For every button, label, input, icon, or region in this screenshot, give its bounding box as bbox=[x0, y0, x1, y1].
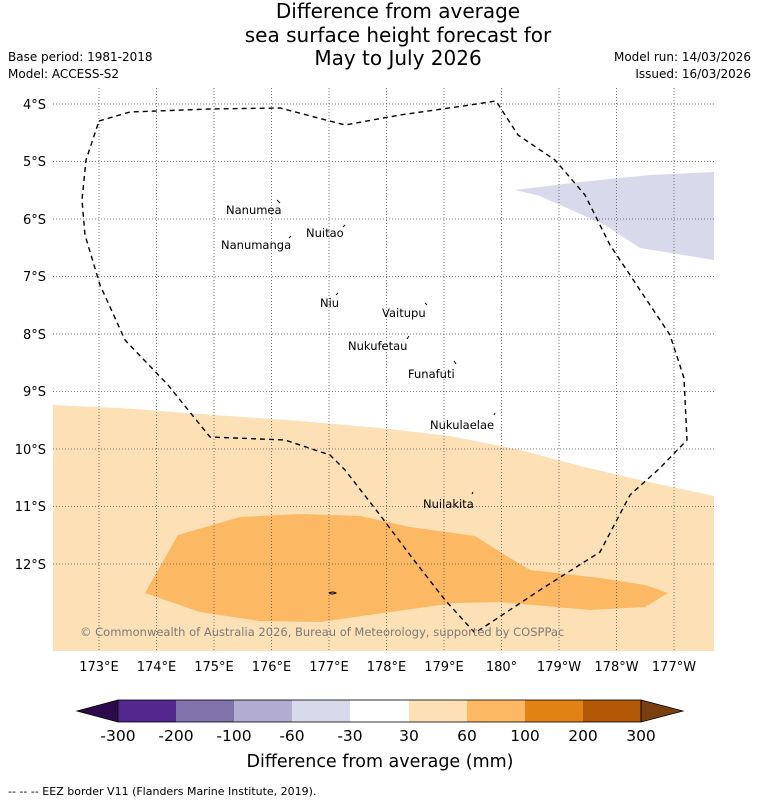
lon-label-179e: 179°E bbox=[424, 660, 464, 675]
lon-label-177e: 177°E bbox=[309, 660, 349, 675]
colorbar-outline bbox=[117, 699, 642, 723]
colorbar-cell-2 bbox=[176, 700, 234, 722]
copyright-notice: © Commonwealth of Australia 2026, Bureau… bbox=[80, 625, 564, 639]
title-line-3: May to July 2026 bbox=[314, 46, 482, 70]
colorbar-cell-1 bbox=[118, 700, 176, 722]
colorbar-tick-4: -60 bbox=[279, 727, 304, 745]
island-mark-funafuti bbox=[453, 360, 457, 365]
island-mark-nuilakita bbox=[471, 491, 474, 495]
lon-tick-labels: 173°E 174°E 175°E 176°E 177°E 178°E 179°… bbox=[79, 660, 696, 675]
lat-tick-labels: 4°S 5°S 6°S 7°S 8°S 9°S 10°S 11°S 12°S bbox=[15, 98, 46, 573]
base-period: Base period: 1981-2018 bbox=[8, 50, 153, 64]
meta-right: Model run: 14/03/2026 Issued: 16/03/2026 bbox=[614, 49, 751, 83]
colorbar-title: Difference from average (mm) bbox=[246, 752, 513, 772]
lon-label-180: 180° bbox=[486, 660, 517, 675]
island-label-nanumea: Nanumea bbox=[226, 203, 282, 217]
lon-label-178e: 178°E bbox=[367, 660, 407, 675]
colorbar-tick-7: 60 bbox=[457, 727, 477, 745]
lon-label-176e: 176°E bbox=[252, 660, 292, 675]
colorbar-tick-5: -30 bbox=[337, 727, 362, 745]
map-title: Difference from average sea surface heig… bbox=[0, 0, 758, 71]
lon-gridlines bbox=[98, 88, 675, 651]
island-mark-nukulaelae bbox=[493, 412, 496, 416]
lon-label-179w: 179°W bbox=[537, 660, 581, 675]
colorbar-tick-3: -100 bbox=[216, 727, 251, 745]
colorbar-cell-6 bbox=[409, 700, 467, 722]
lon-label-177w: 177°W bbox=[652, 660, 696, 675]
island-mark-nuitao bbox=[342, 224, 346, 228]
lat-label-7s: 7°S bbox=[23, 270, 46, 285]
lat-label-6s: 6°S bbox=[23, 213, 46, 228]
colorbar-tick-6: 30 bbox=[399, 727, 419, 745]
colorbar-tick-labels: -300 -200 -100 -60 -30 30 60 100 200 300 bbox=[100, 727, 655, 745]
meta-left: Base period: 1981-2018 Model: ACCESS-S2 bbox=[8, 49, 153, 83]
colorbar-tick-2: -200 bbox=[158, 727, 193, 745]
island-marks bbox=[276, 199, 496, 595]
title-line-1: Difference from average bbox=[275, 0, 521, 23]
island-label-nukulaelae: Nukulaelae bbox=[430, 418, 494, 432]
eez-legend-note: -- -- -- EEZ border V11 (Flanders Marine… bbox=[8, 785, 317, 798]
lat-label-4s: 4°S bbox=[23, 98, 46, 113]
colorbar-cell-7 bbox=[467, 700, 525, 722]
island-labels: Nanumea Nuitao Nanumanga Niu Vaitupu Nuk… bbox=[221, 203, 494, 511]
lon-label-175e: 175°E bbox=[194, 660, 234, 675]
issued-date: Issued: 16/03/2026 bbox=[635, 67, 751, 81]
island-mark-niu bbox=[335, 292, 339, 296]
lat-label-8s: 8°S bbox=[23, 328, 46, 343]
model-run: Model run: 14/03/2026 bbox=[613, 50, 751, 64]
island-label-nanumanga: Nanumanga bbox=[221, 238, 291, 252]
colorbar-tick-8: 100 bbox=[510, 727, 540, 745]
island-label-vaitupu: Vaitupu bbox=[382, 306, 426, 320]
lon-label-173e: 173°E bbox=[79, 660, 119, 675]
colorbar-cell-9 bbox=[583, 700, 641, 722]
anomaly-region-minus60-minus30 bbox=[515, 172, 714, 260]
colorbar-cell-8 bbox=[525, 700, 583, 722]
colorbar-tick-9: 200 bbox=[568, 727, 598, 745]
colorbar-tick-1: -300 bbox=[100, 727, 135, 745]
colorbar-cell-4 bbox=[292, 700, 350, 722]
island-mark-nanumanga bbox=[288, 235, 292, 239]
anomaly-region-60-100 bbox=[145, 514, 668, 622]
colorbar-cell-3 bbox=[234, 700, 292, 722]
island-label-niu: Niu bbox=[320, 296, 339, 310]
island-mark-nanumea bbox=[276, 199, 281, 204]
island-mark-nukufetau bbox=[406, 335, 410, 340]
colorbar-under-arrow bbox=[75, 699, 119, 723]
lat-label-11s: 11°S bbox=[15, 500, 46, 515]
island-label-nuitao: Nuitao bbox=[306, 226, 344, 240]
reef-mark bbox=[328, 591, 337, 595]
model-name: Model: ACCESS-S2 bbox=[8, 67, 120, 81]
lat-gridlines bbox=[53, 103, 714, 565]
eez-border bbox=[81, 100, 688, 634]
colorbar-over-arrow bbox=[640, 699, 685, 723]
lon-label-178w: 178°W bbox=[594, 660, 638, 675]
lat-label-12s: 12°S bbox=[15, 558, 46, 573]
colorbar: -300 -200 -100 -60 -30 30 60 100 200 300… bbox=[75, 699, 685, 772]
colorbar-tick-10: 300 bbox=[626, 727, 656, 745]
island-label-nuilakita: Nuilakita bbox=[423, 497, 474, 511]
title-line-2: sea surface height forecast for bbox=[244, 22, 552, 47]
island-label-funafuti: Funafuti bbox=[408, 367, 455, 381]
lat-label-10s: 10°S bbox=[15, 443, 46, 458]
colorbar-cell-5 bbox=[350, 700, 409, 722]
lon-label-174e: 174°E bbox=[137, 660, 177, 675]
lat-label-9s: 9°S bbox=[23, 385, 46, 400]
island-mark-vaitupu bbox=[424, 302, 428, 306]
island-label-nukufetau: Nukufetau bbox=[348, 339, 407, 353]
lat-label-5s: 5°S bbox=[23, 155, 46, 170]
map-plot-area: Nanumea Nuitao Nanumanga Niu Vaitupu Nuk… bbox=[53, 88, 714, 651]
colorbar-cells bbox=[118, 700, 641, 722]
